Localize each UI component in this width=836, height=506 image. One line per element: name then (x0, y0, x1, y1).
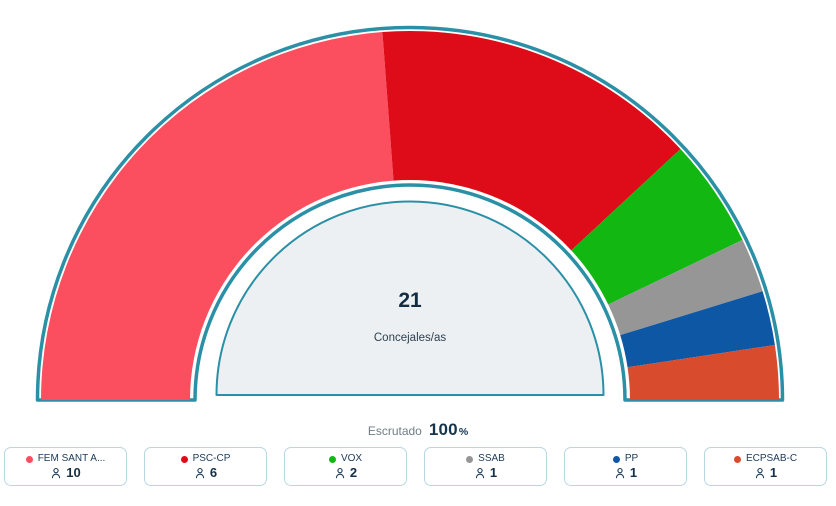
hemicycle-chart: 21 Concejales/as (35, 25, 785, 402)
party-color-dot (733, 455, 741, 463)
party-seats-value: 1 (629, 465, 638, 480)
legend-card[interactable]: ECPSAB-C 1 (704, 447, 827, 486)
chart-segment-vox[interactable] (571, 149, 743, 305)
party-seats-value: 10 (66, 465, 81, 480)
scrutinized-value: 100 (428, 420, 458, 439)
party-color-dot (180, 455, 188, 463)
party-seats-value: 1 (769, 465, 778, 480)
party-seats-value: 6 (209, 465, 218, 480)
total-seats-value: 21 (398, 289, 422, 312)
scrutinized-unit: % (458, 426, 469, 438)
legend-card-seats: 1 (474, 466, 497, 479)
legend-card-header: ECPSAB-C (733, 453, 798, 464)
legend-card-seats: 1 (754, 466, 777, 479)
legend-card-header: FEM SANT A... (25, 453, 106, 464)
chart-segment-pp[interactable] (620, 291, 775, 368)
party-name-label: PSC-CP (192, 453, 231, 464)
party-legend: FEM SANT A... 10 PSC-CP 6 (4, 447, 827, 486)
total-seats-label: Concejales/as (374, 332, 446, 344)
legend-card[interactable]: SSAB 1 (424, 447, 547, 486)
legend-card-seats: 6 (194, 466, 217, 479)
legend-card-header: PSC-CP (180, 453, 231, 464)
person-icon (615, 467, 625, 478)
chart-segment-ssab[interactable] (608, 239, 763, 336)
chart-segment-fem-sant-a[interactable] (40, 32, 394, 400)
person-icon (475, 467, 485, 478)
chart-segment-ecpsab-c[interactable] (627, 345, 779, 400)
party-name-label: VOX (340, 453, 363, 464)
party-color-dot (328, 455, 336, 463)
legend-card[interactable]: VOX 2 (284, 447, 407, 486)
party-color-dot (466, 455, 474, 463)
inner-semicircle (215, 200, 605, 396)
legend-card-header: SSAB (466, 454, 505, 464)
party-name-label: PP (624, 453, 639, 464)
scrutinized-status: Escrutado 100 % (0, 420, 836, 440)
person-icon (52, 467, 61, 478)
party-name-label: FEM SANT A... (37, 453, 106, 464)
person-icon (755, 467, 765, 478)
chart-segment-psc-cp[interactable] (382, 30, 681, 251)
legend-card[interactable]: PP 1 (564, 447, 687, 486)
legend-card-header: PP (612, 453, 639, 464)
legend-card[interactable]: FEM SANT A... 10 (4, 447, 127, 486)
person-icon (335, 467, 345, 478)
party-color-dot (25, 455, 33, 463)
legend-card-seats: 2 (334, 466, 357, 479)
party-seats-value: 2 (349, 465, 358, 480)
party-seats-value: 1 (489, 465, 498, 480)
hemicycle-inner-group (215, 200, 605, 396)
party-color-dot (612, 455, 620, 463)
legend-card-seats: 10 (50, 465, 81, 480)
person-icon (195, 467, 205, 478)
legend-card-seats: 1 (614, 466, 637, 479)
legend-card[interactable]: PSC-CP 6 (144, 447, 267, 486)
party-name-label: SSAB (478, 453, 505, 464)
scrutinized-label: Escrutado (367, 424, 422, 438)
party-name-label: ECPSAB-C (745, 453, 798, 464)
hemicycle-segments-group (40, 30, 779, 400)
legend-card-header: VOX (328, 453, 363, 464)
